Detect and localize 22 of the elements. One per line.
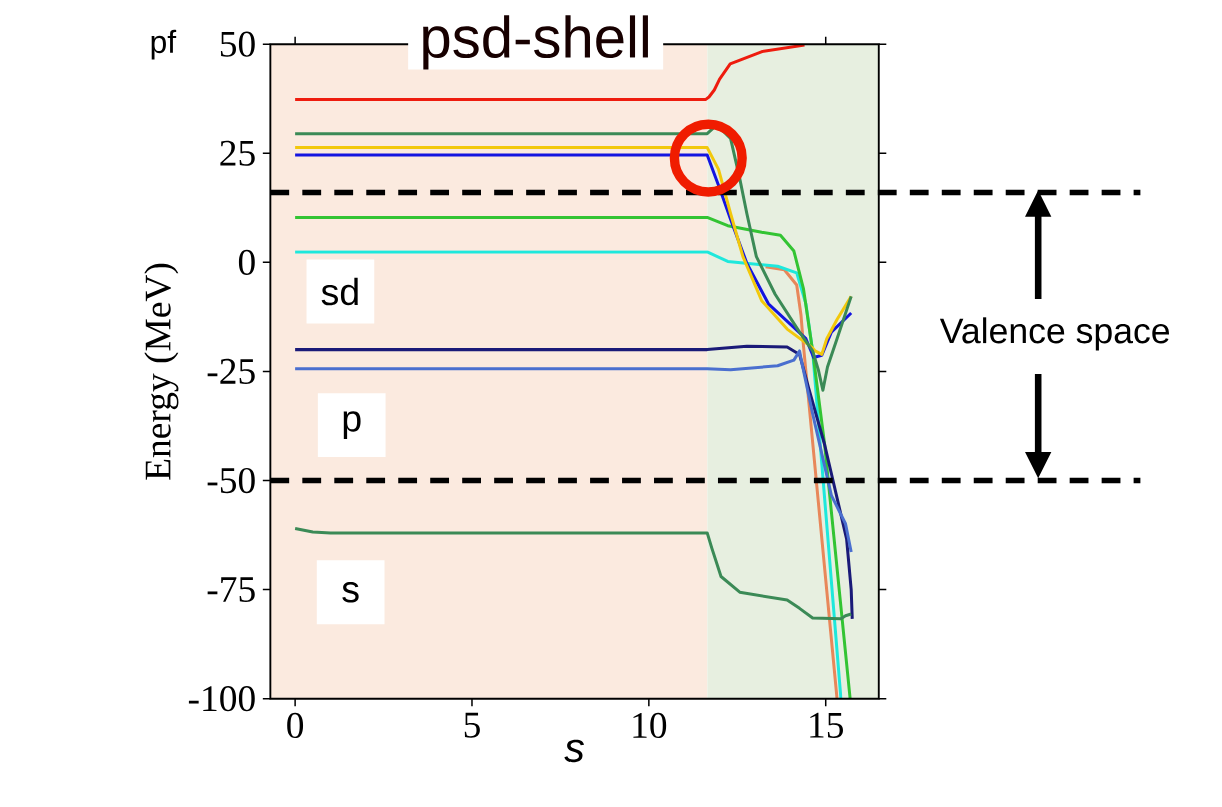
line-series	[293, 344, 854, 621]
y-axis-title: Energy (MeV)	[144, 263, 179, 480]
x-tick-label: 0	[287, 712, 304, 739]
y-tick-label: 50	[220, 31, 255, 57]
line-series	[293, 527, 853, 621]
x-axis-title: s	[564, 739, 585, 763]
y-tick-label: -100	[188, 686, 255, 712]
x-tick-label: 15	[810, 712, 843, 738]
annotation: p	[343, 411, 361, 440]
x-tick-label: 5	[464, 712, 480, 738]
y-tick-label: -75	[207, 577, 255, 603]
y-tick-label: 0	[238, 249, 255, 276]
chart-title: psd-shell	[423, 15, 648, 70]
y-tick-label: 25	[220, 140, 255, 166]
text: pf	[151, 29, 177, 60]
y-tick-label: -25	[207, 358, 255, 385]
annotation: sd	[321, 277, 358, 306]
x-tick-label: 10	[633, 712, 667, 739]
line-series	[293, 349, 853, 554]
y-tick-label: -50	[207, 467, 255, 494]
annotation: s	[342, 582, 359, 603]
text: Valence space	[939, 317, 1170, 351]
